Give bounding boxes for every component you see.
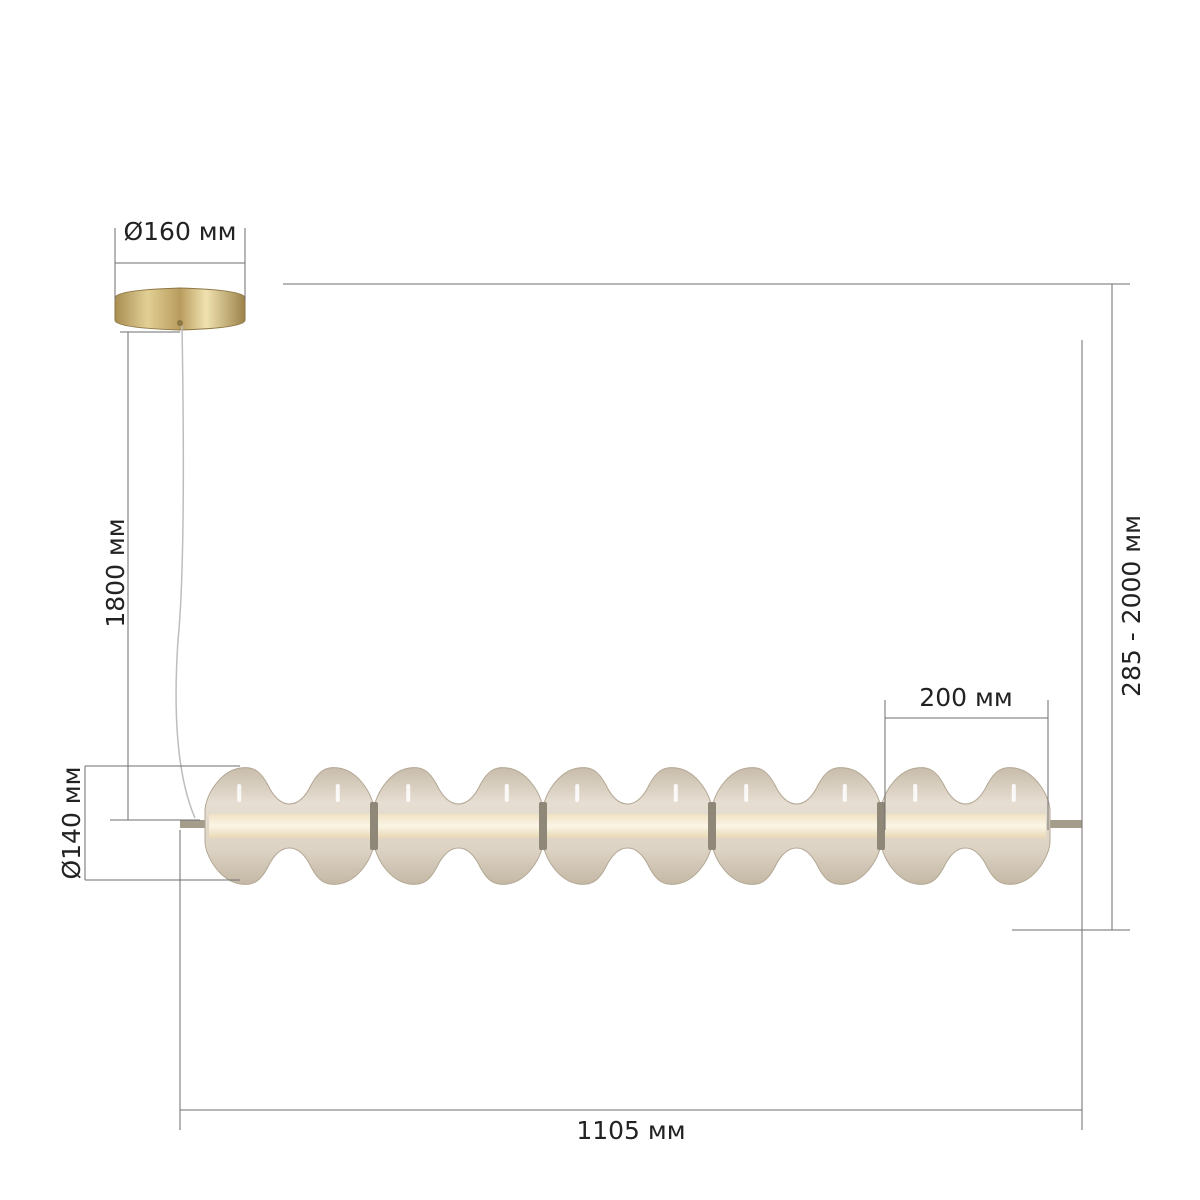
shade-diameter-label: Ø140 мм xyxy=(57,766,86,879)
glass-highlight xyxy=(1011,784,1016,802)
led-tube xyxy=(209,814,370,838)
glass-highlight xyxy=(504,784,509,802)
glass-module xyxy=(542,767,713,885)
suspension-cable xyxy=(175,325,196,819)
glass-highlight xyxy=(335,784,340,802)
glass-module xyxy=(373,767,544,885)
metal-connector-ring xyxy=(539,802,547,850)
metal-connector-ring xyxy=(708,802,716,850)
metal-connector-ring xyxy=(877,802,885,850)
glass-module xyxy=(204,767,375,885)
dimension-lines xyxy=(84,228,1130,1130)
glass-highlight xyxy=(842,784,847,802)
height-range-label: 285 - 2000 мм xyxy=(1117,515,1146,697)
led-tube xyxy=(716,814,877,838)
glass-highlight xyxy=(237,784,242,802)
glass-highlight xyxy=(673,784,678,802)
glass-highlight xyxy=(575,784,580,802)
glass-highlight xyxy=(744,784,749,802)
glass-highlight xyxy=(913,784,918,802)
glass-module xyxy=(711,767,882,885)
left-end-rod xyxy=(180,820,210,828)
cable-length-label: 1800 мм xyxy=(101,518,130,627)
glass-modules xyxy=(204,767,1051,885)
glass-module xyxy=(880,767,1051,885)
right-end-rod xyxy=(1045,820,1082,828)
led-tube xyxy=(378,814,539,838)
led-tube xyxy=(547,814,708,838)
canopy-diameter-label: Ø160 мм xyxy=(123,217,236,246)
total-length-label: 1105 мм xyxy=(576,1116,685,1145)
glass-highlight xyxy=(406,784,411,802)
led-tube xyxy=(885,814,1046,838)
ceiling-canopy xyxy=(114,287,246,331)
module-length-label: 200 мм xyxy=(919,683,1012,712)
metal-connector-ring xyxy=(370,802,378,850)
